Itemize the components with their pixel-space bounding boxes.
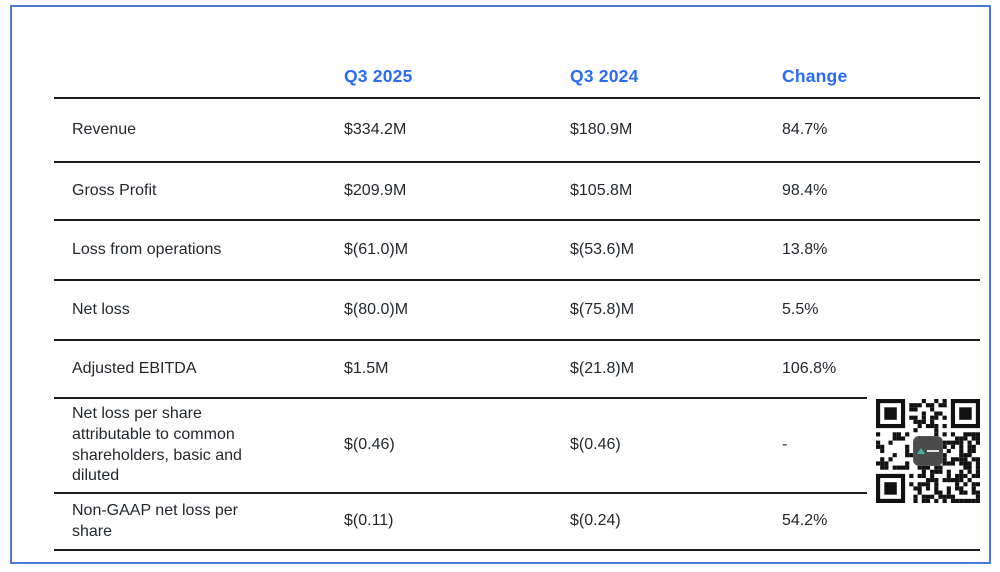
row-label: Net loss [72,300,130,318]
row-label: Gross Profit [72,181,157,199]
row-q3-2024-value: $180.9M [570,120,633,138]
row-q3-2024-value: $(0.24) [570,512,621,530]
qr-logo-text-line [927,450,939,452]
row-q3-2024-value: $(21.8)M [570,359,635,377]
row-change-value: 54.2% [782,512,828,530]
table-row: Non-GAAP net loss per share $(0.11) $(0.… [54,494,980,551]
row-q3-2024-value: $(0.46) [570,436,621,454]
qr-logo-mark-icon [917,448,925,454]
row-change-value: 98.4% [782,181,828,199]
row-label: Non-GAAP net loss per share [72,501,239,540]
table-row: Loss from operations $(61.0)M $(53.6)M 1… [54,221,980,281]
header-change: Change [782,65,848,86]
row-label: Revenue [72,120,137,138]
row-label: Loss from operations [72,240,222,258]
header-q3-2025: Q3 2025 [344,65,413,86]
row-q3-2025-value: $(80.0)M [344,300,409,318]
row-q3-2025-value: $(61.0)M [344,240,409,258]
table-row: Gross Profit $209.9M $105.8M 98.4% [54,163,980,221]
row-q3-2024-value: $(53.6)M [570,240,635,258]
table-header-row: Q3 2025 Q3 2024 Change [54,55,980,97]
qr-code [867,390,989,512]
row-change-value: 13.8% [782,240,828,258]
table-row: Net loss $(80.0)M $(75.8)M 5.5% [54,281,980,341]
table-row: Revenue $334.2M $180.9M 84.7% [54,99,980,163]
outer-border-frame: Q3 2025 Q3 2024 Change Revenue $334.2M $… [10,5,991,564]
row-q3-2025-value: $(0.46) [344,436,395,454]
row-change-value: 84.7% [782,120,828,138]
qr-center-logo [913,436,943,466]
row-q3-2025-value: $1.5M [344,359,389,377]
row-q3-2025-value: $(0.11) [344,512,394,530]
row-change-value: 5.5% [782,300,819,318]
header-q3-2024: Q3 2024 [570,65,639,86]
financial-results-table: Q3 2025 Q3 2024 Change Revenue $334.2M $… [54,55,980,551]
table-body: Revenue $334.2M $180.9M 84.7% Gross Prof… [54,97,980,551]
row-label: Net loss per share attributable to commo… [72,404,242,485]
row-q3-2025-value: $209.9M [344,181,407,199]
table-row: Adjusted EBITDA $1.5M $(21.8)M 106.8% [54,341,980,399]
row-q3-2024-value: $105.8M [570,181,633,199]
row-change-value: 106.8% [782,359,837,377]
row-change-value: - [782,436,788,454]
qr-code-modules [876,399,980,503]
row-q3-2024-value: $(75.8)M [570,300,635,318]
row-q3-2025-value: $334.2M [344,120,407,138]
row-label: Adjusted EBITDA [72,359,197,377]
table-row: Net loss per share attributable to commo… [54,399,980,494]
